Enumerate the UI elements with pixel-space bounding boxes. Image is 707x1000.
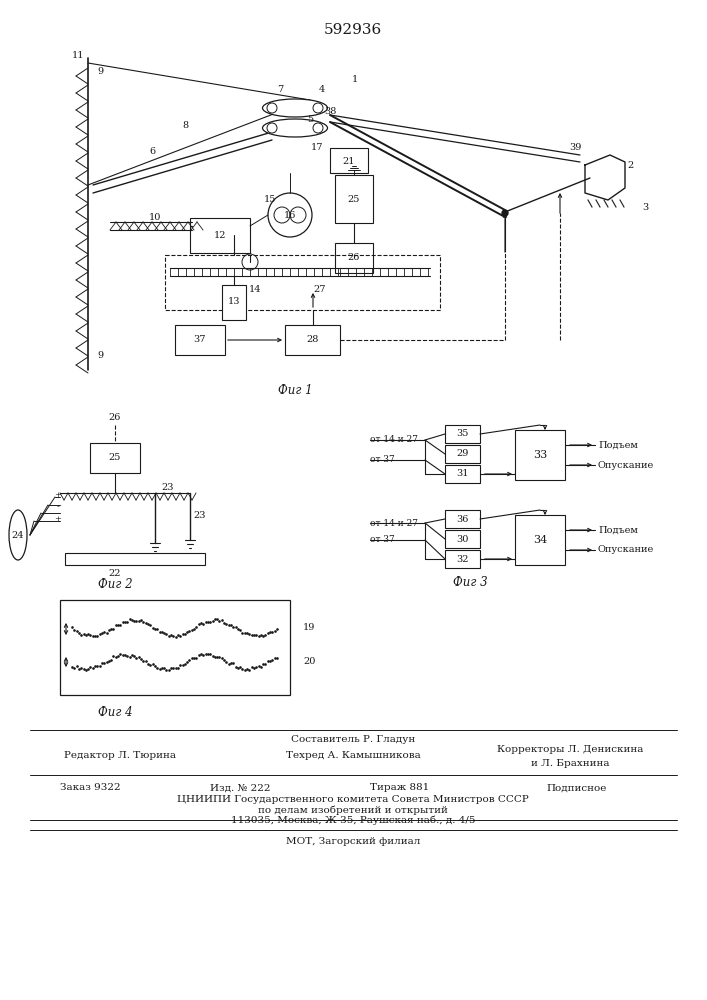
- Bar: [335, 175, 373, 223]
- Text: 9: 9: [97, 68, 103, 77]
- Bar: [65, 553, 205, 565]
- Circle shape: [502, 210, 508, 216]
- Text: 19: 19: [303, 624, 315, 633]
- Text: 39: 39: [569, 143, 581, 152]
- Text: и Л. Брахнина: и Л. Брахнина: [531, 758, 609, 768]
- Ellipse shape: [9, 510, 27, 560]
- Bar: [515, 515, 565, 565]
- Text: 25: 25: [348, 194, 360, 204]
- Text: 20: 20: [303, 658, 315, 666]
- Bar: [285, 325, 340, 355]
- Text: по делам изобретений и открытий: по делам изобретений и открытий: [258, 805, 448, 815]
- Text: Техред А. Камышникова: Техред А. Камышникова: [286, 750, 421, 760]
- Text: 27: 27: [314, 286, 326, 294]
- Text: 113035, Москва, Ж-35, Раушская наб., д. 4/5: 113035, Москва, Ж-35, Раушская наб., д. …: [230, 815, 475, 825]
- Text: Составитель Р. Гладун: Составитель Р. Гладун: [291, 736, 415, 744]
- Text: +: +: [54, 491, 62, 499]
- Text: 5: 5: [307, 115, 313, 124]
- Bar: [90, 443, 140, 473]
- Text: Подписное: Подписное: [547, 784, 607, 792]
- Text: ЦНИИПИ Государственного комитета Совета Министров СССР: ЦНИИПИ Государственного комитета Совета …: [177, 796, 529, 804]
- Text: 17: 17: [311, 143, 323, 152]
- Text: 2: 2: [627, 160, 633, 169]
- Text: 13: 13: [228, 298, 240, 306]
- Text: Опускание: Опускание: [598, 546, 654, 554]
- Text: 14: 14: [249, 286, 262, 294]
- Text: от 37: от 37: [370, 536, 395, 544]
- Text: 37: 37: [194, 336, 206, 344]
- Text: +: +: [54, 515, 62, 523]
- Text: Фиг 4: Фиг 4: [98, 706, 132, 718]
- Text: 15: 15: [264, 194, 276, 204]
- Text: Подъем: Подъем: [598, 526, 638, 534]
- Text: 4: 4: [319, 86, 325, 95]
- Text: 592936: 592936: [324, 23, 382, 37]
- Ellipse shape: [262, 119, 327, 137]
- Bar: [445, 510, 480, 528]
- Text: 32: 32: [456, 554, 469, 564]
- Text: 12: 12: [214, 231, 226, 239]
- Text: Подъем: Подъем: [598, 440, 638, 450]
- Text: Фиг 2: Фиг 2: [98, 578, 132, 591]
- Text: 7: 7: [277, 86, 283, 95]
- Bar: [445, 425, 480, 443]
- Text: 23: 23: [194, 510, 206, 520]
- Ellipse shape: [262, 99, 327, 117]
- Text: 8: 8: [182, 120, 188, 129]
- Bar: [60, 600, 290, 695]
- Bar: [445, 550, 480, 568]
- Bar: [445, 445, 480, 463]
- Text: 22: 22: [109, 568, 121, 578]
- Text: 26: 26: [348, 253, 360, 262]
- Text: 33: 33: [533, 450, 547, 460]
- Text: Фиг 3: Фиг 3: [452, 576, 487, 589]
- Text: 30: 30: [456, 534, 469, 544]
- Text: 1: 1: [352, 76, 358, 85]
- Text: 31: 31: [456, 470, 469, 479]
- Text: от 37: от 37: [370, 456, 395, 464]
- Bar: [175, 325, 225, 355]
- Text: 34: 34: [533, 535, 547, 545]
- Bar: [515, 430, 565, 480]
- Text: 24: 24: [12, 530, 24, 540]
- Bar: [190, 218, 250, 253]
- Text: 11: 11: [71, 50, 84, 60]
- Bar: [330, 148, 368, 173]
- Text: 23: 23: [162, 484, 174, 492]
- Text: 3: 3: [642, 204, 648, 213]
- Text: 29: 29: [456, 450, 469, 458]
- Text: 16: 16: [284, 211, 296, 220]
- Text: 21: 21: [343, 156, 355, 165]
- Text: 36: 36: [456, 514, 469, 524]
- Text: Заказ 9322: Заказ 9322: [59, 784, 120, 792]
- Text: 9: 9: [97, 351, 103, 360]
- Text: Опускание: Опускание: [598, 460, 654, 470]
- Bar: [222, 285, 246, 320]
- Bar: [445, 465, 480, 483]
- Text: 10: 10: [148, 214, 161, 223]
- Text: от 14 и 27: от 14 и 27: [370, 518, 418, 528]
- Text: Фиг 1: Фиг 1: [278, 383, 312, 396]
- Text: 25: 25: [109, 454, 121, 462]
- Bar: [165, 255, 440, 310]
- Text: 6: 6: [149, 147, 155, 156]
- Text: -: -: [57, 503, 59, 511]
- Text: 28: 28: [307, 336, 319, 344]
- Text: Тираж 881: Тираж 881: [370, 784, 430, 792]
- Text: Редактор Л. Тюрина: Редактор Л. Тюрина: [64, 750, 176, 760]
- Text: Изд. № 222: Изд. № 222: [210, 784, 270, 792]
- Text: МОТ, Загорский филиал: МОТ, Загорский филиал: [286, 838, 420, 846]
- Text: 26: 26: [109, 412, 121, 422]
- Text: от 14 и 27: от 14 и 27: [370, 436, 418, 444]
- Text: 35: 35: [456, 430, 469, 438]
- Bar: [445, 530, 480, 548]
- Text: 38: 38: [324, 107, 337, 116]
- Bar: [335, 243, 373, 273]
- Text: Корректоры Л. Денискина: Корректоры Л. Денискина: [497, 746, 643, 754]
